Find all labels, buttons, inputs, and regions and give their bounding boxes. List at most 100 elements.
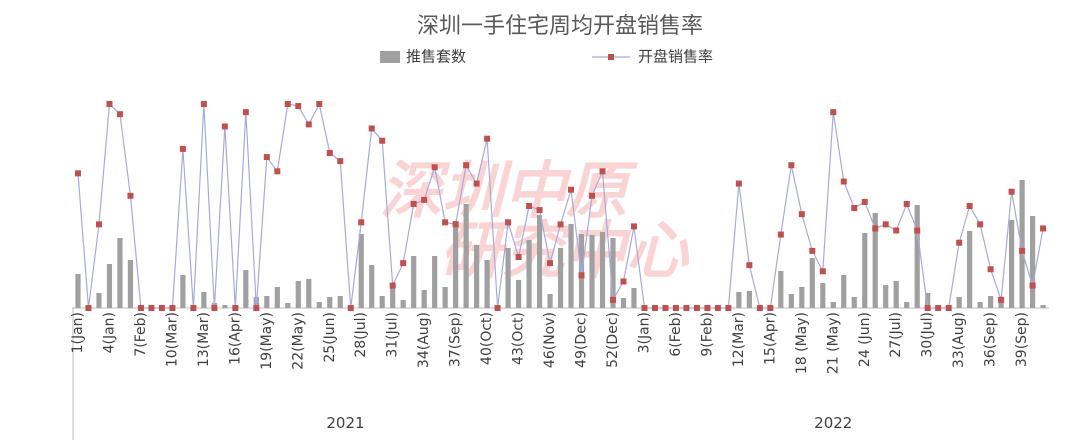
bar bbox=[820, 283, 826, 308]
x-tick-label: 7(Feb) bbox=[133, 312, 149, 357]
bar bbox=[1009, 220, 1015, 308]
marker bbox=[662, 305, 669, 311]
marker bbox=[116, 111, 123, 118]
marker bbox=[651, 305, 658, 311]
marker bbox=[484, 135, 491, 142]
bar bbox=[998, 298, 1004, 308]
marker bbox=[127, 192, 134, 199]
bar bbox=[956, 297, 962, 308]
marker bbox=[578, 272, 585, 279]
bar bbox=[274, 287, 280, 308]
bar bbox=[526, 240, 532, 308]
bar bbox=[285, 303, 291, 308]
bar bbox=[883, 285, 889, 308]
bar bbox=[117, 238, 123, 308]
chart-title: 深圳一手住宅周均开盘销售率 bbox=[417, 14, 703, 39]
bar bbox=[736, 292, 742, 308]
bar bbox=[914, 205, 920, 308]
watermark: 研究中心 bbox=[440, 214, 690, 287]
bar bbox=[536, 215, 543, 308]
x-tick-label: 34(Aug) bbox=[416, 312, 432, 368]
marker bbox=[714, 305, 721, 311]
bar bbox=[306, 279, 312, 308]
marker bbox=[840, 178, 847, 185]
x-tick-label: 16(Apr) bbox=[227, 312, 243, 365]
marker bbox=[557, 221, 564, 228]
marker bbox=[987, 266, 994, 273]
bar bbox=[872, 213, 878, 308]
marker bbox=[358, 219, 365, 226]
marker bbox=[966, 203, 973, 209]
x-tick-label: 28(Jul) bbox=[353, 312, 369, 358]
marker bbox=[211, 305, 218, 311]
marker bbox=[945, 305, 952, 311]
bar bbox=[463, 204, 469, 308]
marker bbox=[221, 123, 228, 130]
marker bbox=[872, 225, 879, 232]
marker bbox=[379, 137, 386, 144]
marker bbox=[232, 305, 239, 311]
marker bbox=[169, 305, 176, 311]
legend-swatch bbox=[380, 51, 400, 63]
bar bbox=[390, 283, 396, 308]
bar bbox=[599, 232, 606, 308]
marker bbox=[326, 149, 333, 156]
marker bbox=[316, 101, 323, 107]
marker bbox=[137, 305, 144, 311]
legend-swatch bbox=[608, 54, 614, 60]
x-tick-label: 24 (Jun) bbox=[857, 312, 873, 367]
bar bbox=[988, 296, 994, 308]
x-tick-label: 30(Jul) bbox=[920, 312, 936, 358]
marker bbox=[998, 296, 1005, 303]
marker bbox=[253, 305, 260, 311]
marker bbox=[547, 260, 554, 267]
marker bbox=[935, 305, 942, 311]
marker bbox=[830, 109, 837, 116]
marker bbox=[473, 180, 480, 187]
bar bbox=[75, 274, 81, 308]
marker bbox=[914, 227, 921, 234]
bar bbox=[746, 291, 752, 308]
marker bbox=[977, 221, 984, 228]
bar bbox=[295, 281, 301, 308]
marker bbox=[179, 145, 186, 152]
marker bbox=[1029, 282, 1036, 289]
marker bbox=[630, 223, 637, 230]
x-tick-label: 25(Jun) bbox=[322, 312, 338, 363]
marker bbox=[158, 305, 165, 311]
marker bbox=[589, 192, 596, 199]
marker bbox=[620, 278, 627, 285]
bar bbox=[841, 275, 847, 308]
x-tick-label: 15(Apr) bbox=[762, 312, 778, 365]
marker bbox=[683, 305, 690, 311]
x-tick-label: 46(Nov) bbox=[542, 312, 558, 368]
marker bbox=[295, 103, 302, 110]
marker bbox=[410, 200, 417, 207]
marker bbox=[95, 221, 102, 228]
bar bbox=[589, 235, 595, 308]
bar bbox=[337, 296, 343, 308]
marker bbox=[1040, 225, 1047, 232]
marker bbox=[1008, 188, 1015, 195]
marker bbox=[809, 247, 816, 254]
marker bbox=[861, 198, 868, 205]
marker bbox=[704, 305, 711, 311]
bar bbox=[904, 302, 910, 308]
x-tick-label: 39(Sep) bbox=[1014, 312, 1030, 367]
group-label: 2022 bbox=[814, 414, 852, 432]
bar bbox=[442, 287, 448, 308]
marker bbox=[442, 219, 449, 226]
bar bbox=[505, 248, 511, 308]
marker bbox=[106, 101, 113, 107]
marker bbox=[505, 219, 512, 226]
x-tick-label: 18 (May) bbox=[794, 312, 810, 374]
marker bbox=[788, 162, 795, 169]
marker bbox=[494, 305, 501, 311]
marker bbox=[389, 282, 396, 289]
marker bbox=[452, 221, 459, 228]
marker bbox=[526, 203, 533, 209]
marker bbox=[368, 125, 375, 132]
bar bbox=[243, 270, 249, 308]
x-tick-label: 43(Oct) bbox=[511, 312, 527, 365]
